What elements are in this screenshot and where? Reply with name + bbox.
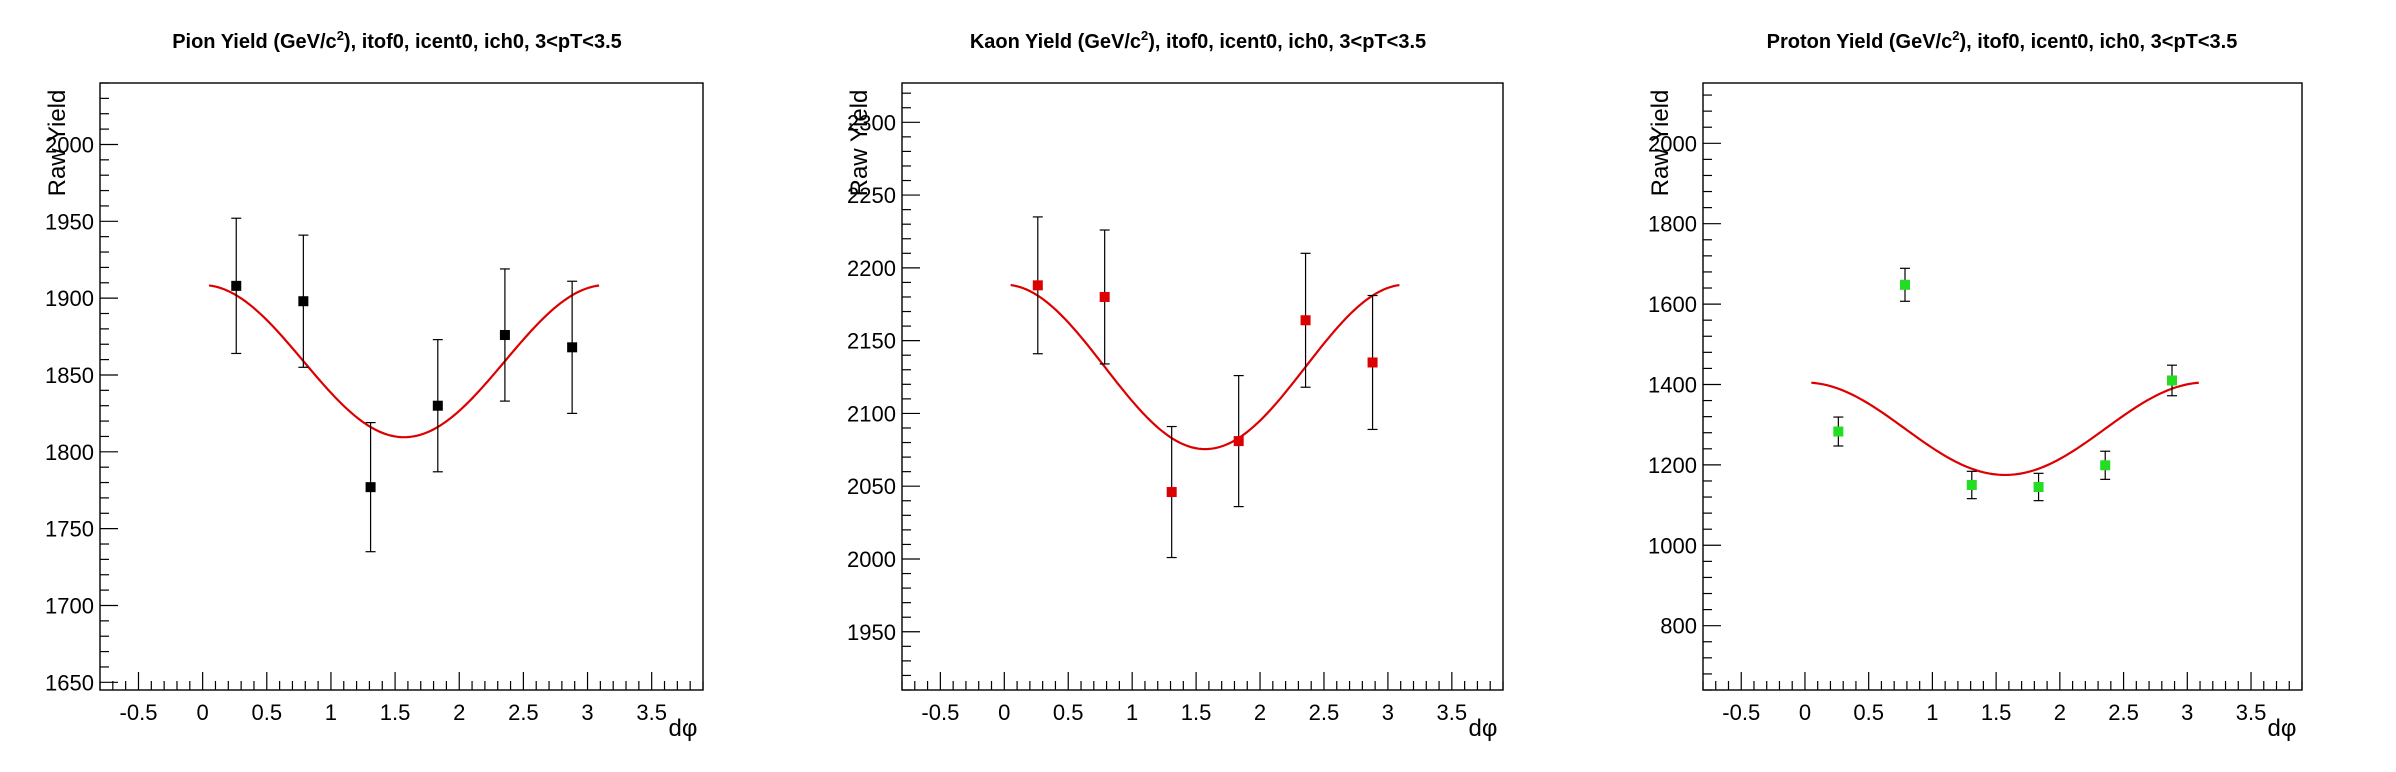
y-tick-label: 2000 [1648, 131, 1697, 156]
data-point [298, 296, 309, 307]
chart-title-rest: ), itof0, icent0, ich0, 3<pT<3.5 [1148, 31, 1426, 53]
y-tick-label: 1950 [45, 209, 94, 234]
data-point [231, 280, 242, 291]
chart-title-main: Proton Yield (GeV/c [1767, 31, 1953, 53]
data-point [2167, 375, 2178, 386]
x-tick-label: 1 [1926, 700, 1938, 725]
y-tick-label: 1800 [45, 440, 94, 465]
data-point [1966, 479, 1977, 490]
y-tick-label: 1900 [45, 286, 94, 311]
y-tick-label: 1950 [847, 620, 896, 645]
y-axis-label: Raw Yield [1647, 90, 1674, 197]
x-tick-label: 2.5 [1309, 700, 1340, 725]
x-tick-label: 2.5 [508, 700, 539, 725]
x-tick-label: 1.5 [1981, 700, 2012, 725]
plot-frame [99, 82, 704, 691]
chart-title: Kaon Yield (GeV/c2), itof0, icent0, ich0… [970, 28, 1426, 53]
fit-curve [1811, 381, 2199, 477]
fit-curve [208, 284, 600, 439]
x-tick-label: 2.5 [2108, 700, 2139, 725]
x-tick-label: -0.5 [1722, 700, 1760, 725]
x-tick-label: 2 [1254, 700, 1266, 725]
chart-title-main: Kaon Yield (GeV/c [970, 31, 1141, 53]
y-axis-label: Raw Yield [846, 90, 873, 197]
x-tick-label: 3.5 [636, 700, 667, 725]
y-tick-label: 1400 [1648, 372, 1697, 397]
x-tick-label: 0 [197, 700, 209, 725]
x-tick-label: 0.5 [1853, 700, 1884, 725]
x-tick-label: 3 [581, 700, 593, 725]
chart-title: Proton Yield (GeV/c2), itof0, icent0, ic… [1767, 28, 2238, 53]
plot-frame [901, 82, 1504, 691]
y-tick-label: 800 [1660, 614, 1697, 639]
x-tick-label: 0.5 [251, 700, 282, 725]
data-point [1900, 279, 1911, 290]
y-tick-label: 1850 [45, 363, 94, 388]
y-axis-label: Raw Yield [44, 90, 71, 197]
x-axis-label: dφ [1469, 715, 1498, 742]
x-tick-label: 3 [2181, 700, 2193, 725]
y-tick-label: 2200 [847, 256, 896, 281]
y-tick-label: 1700 [45, 593, 94, 618]
y-tick-label: 1200 [1648, 453, 1697, 478]
chart-title-main: Pion Yield (GeV/c [172, 31, 337, 53]
x-tick-label: 1 [1126, 700, 1138, 725]
x-tick-label: 0.5 [1053, 700, 1084, 725]
data-point [2033, 481, 2044, 492]
chart-panel-0: Pion Yield (GeV/c2), itof0, icent0, ich0… [44, 28, 704, 742]
x-tick-label: 0 [1799, 700, 1811, 725]
x-axis-label: dφ [669, 715, 698, 742]
y-tick-label: 2050 [847, 474, 896, 499]
x-axis-label: dφ [2268, 715, 2297, 742]
x-tick-label: 2 [2054, 700, 2066, 725]
data-point [1233, 436, 1244, 447]
data-point [2100, 460, 2111, 471]
x-tick-label: 3 [1382, 700, 1394, 725]
y-tick-label: 2150 [847, 329, 896, 354]
y-tick-label: 2100 [847, 401, 896, 426]
chart-panel-1: Kaon Yield (GeV/c2), itof0, icent0, ich0… [846, 28, 1504, 742]
x-tick-label: 3.5 [1437, 700, 1468, 725]
y-tick-label: 1650 [45, 670, 94, 695]
y-tick-label: 2300 [847, 110, 896, 135]
chart-title-sup: 2 [1141, 28, 1148, 43]
chart-title-rest: ), itof0, icent0, ich0, 3<pT<3.5 [1959, 31, 2237, 53]
chart-title: Pion Yield (GeV/c2), itof0, icent0, ich0… [172, 28, 622, 53]
x-tick-label: 0 [998, 700, 1010, 725]
data-point [1833, 426, 1844, 437]
x-tick-label: 1.5 [380, 700, 411, 725]
y-tick-label: 1600 [1648, 292, 1697, 317]
x-tick-label: -0.5 [120, 700, 158, 725]
x-tick-label: 3.5 [2236, 700, 2267, 725]
y-tick-label: 2250 [847, 183, 896, 208]
y-tick-label: 1750 [45, 517, 94, 542]
data-point [432, 400, 443, 411]
x-tick-label: 2 [453, 700, 465, 725]
x-tick-label: 1.5 [1181, 700, 1212, 725]
data-point [1300, 315, 1311, 326]
y-tick-label: 1000 [1648, 533, 1697, 558]
chart-panel-2: Proton Yield (GeV/c2), itof0, icent0, ic… [1647, 28, 2303, 742]
x-tick-label: -0.5 [921, 700, 959, 725]
y-tick-label: 2000 [45, 132, 94, 157]
data-point [1166, 487, 1177, 498]
data-point [499, 330, 510, 341]
data-point [1367, 357, 1378, 368]
data-point [1032, 280, 1043, 291]
data-point [567, 342, 578, 353]
chart-title-sup: 2 [337, 28, 344, 43]
data-point [365, 482, 376, 493]
x-tick-label: 1 [325, 700, 337, 725]
chart-title-rest: ), itof0, icent0, ich0, 3<pT<3.5 [344, 31, 622, 53]
fit-curve [1010, 283, 1400, 451]
plot-frame [1702, 82, 2303, 691]
y-tick-label: 1800 [1648, 212, 1697, 237]
data-point [1099, 291, 1110, 302]
chart-title-sup: 2 [1952, 28, 1959, 43]
y-tick-label: 2000 [847, 547, 896, 572]
